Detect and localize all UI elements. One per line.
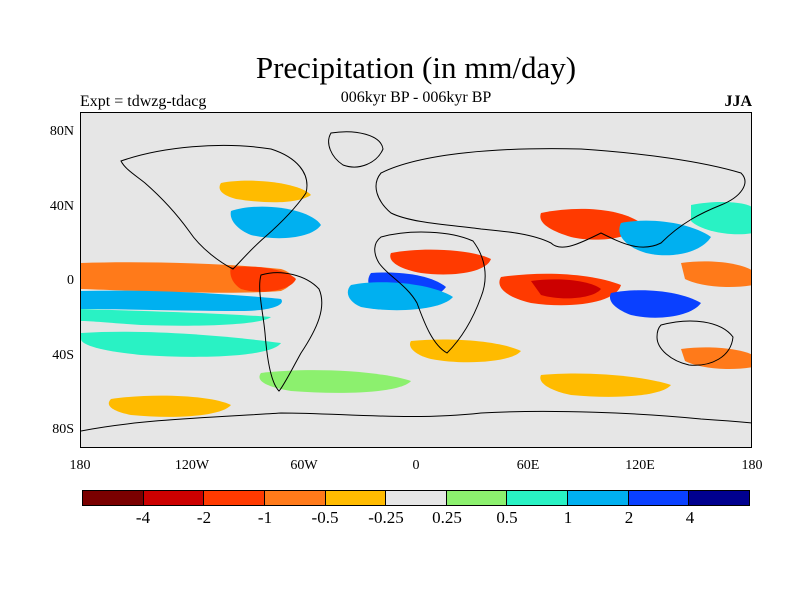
field-nw-pacific-wet — [691, 202, 751, 235]
experiment-label: Expt = tdwzg-tdacg — [80, 93, 207, 110]
colorbar-swatch — [689, 491, 750, 505]
field-pacific-wet — [81, 290, 282, 311]
lon-label-60w: 60W — [290, 458, 318, 473]
field-southern-wet — [81, 331, 281, 357]
field-natl-dry — [219, 180, 311, 203]
colorbar-label: -0.5 — [311, 508, 339, 527]
field-southern-dry — [108, 395, 231, 417]
colorbar-swatch — [507, 491, 569, 505]
colorbar-label: 0.5 — [496, 508, 518, 527]
season-label: JJA — [724, 93, 752, 110]
field-maritime-wet — [609, 290, 701, 318]
colorbar-swatch — [568, 491, 629, 505]
colorbar-label: 4 — [685, 508, 695, 527]
lat-label-0: 0 — [67, 273, 74, 288]
lat-label-40n: 40N — [49, 199, 74, 214]
colorbar-label: 0.25 — [432, 508, 462, 527]
lon-label-180w: 180 — [69, 458, 91, 473]
coast-south-america — [259, 272, 323, 392]
lat-label-40s: 40S — [52, 348, 74, 363]
colorbar-label: 1 — [563, 508, 573, 527]
chart-title: Precipitation (in mm/day) — [255, 50, 577, 85]
field-pacific-wet2 — [81, 309, 271, 326]
field-asia-dry — [540, 208, 641, 240]
chart-subtitle: 006kyr BP - 006kyr BP — [340, 89, 492, 106]
colorbar — [82, 490, 750, 506]
lon-label-60e: 60E — [516, 458, 540, 473]
field-asia-wet — [619, 220, 711, 256]
colorbar-swatch — [446, 491, 508, 505]
lon-label-180e: 180 — [741, 458, 763, 473]
lon-label-120w: 120W — [174, 458, 210, 473]
colorbar-label: -4 — [135, 508, 151, 527]
colorbar-swatch — [83, 491, 144, 505]
field-sahel-dry — [390, 249, 491, 275]
field-s-indian-dry — [540, 373, 671, 397]
coast-africa — [374, 231, 486, 354]
lat-label-80n: 80N — [49, 124, 74, 139]
coast-greenland — [328, 131, 384, 168]
field-africa-wet-outer — [347, 282, 453, 311]
colorbar-label: 2 — [624, 508, 634, 527]
lat-label-80s: 80S — [52, 422, 74, 437]
coast-eurasia — [375, 148, 746, 248]
map-canvas — [81, 131, 751, 432]
coast-australia — [656, 320, 734, 366]
lon-label-120e: 120E — [625, 458, 655, 473]
lon-label-0: 0 — [412, 458, 420, 473]
field-natl-wet — [230, 206, 321, 239]
coast-antarctica — [81, 410, 751, 432]
field-southern-green — [259, 370, 411, 393]
colorbar-swatch — [628, 491, 690, 505]
colorbar-swatch — [386, 491, 447, 505]
colorbar-swatch — [143, 491, 205, 505]
coastlines — [81, 131, 751, 432]
anomaly-fields — [81, 180, 751, 417]
field-wpac-dry — [681, 261, 751, 287]
field-indian-dry-core — [531, 279, 601, 299]
colorbar-swatch — [264, 491, 326, 505]
precipitation-map — [80, 112, 752, 448]
colorbar-swatch — [204, 491, 265, 505]
colorbar-label: -0.25 — [368, 508, 404, 527]
field-aus-dry — [681, 347, 751, 369]
coast-north-america — [120, 144, 308, 270]
field-se-pacific-dry — [409, 339, 521, 363]
colorbar-label: -2 — [196, 508, 212, 527]
colorbar-label: -1 — [257, 508, 273, 527]
colorbar-swatch — [325, 491, 387, 505]
